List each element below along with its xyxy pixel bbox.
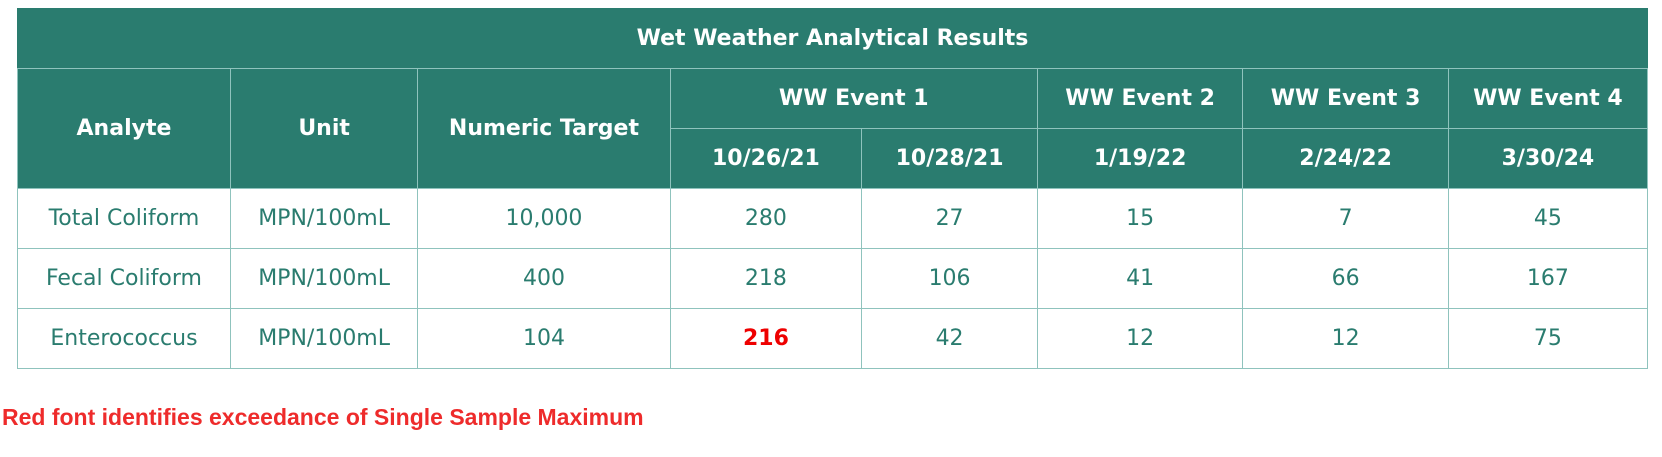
result-cell: 66 xyxy=(1242,248,1449,309)
results-table: Wet Weather Analytical Results Analyte U… xyxy=(17,8,1649,369)
exceedance-result-cell: 216 xyxy=(669,308,863,369)
target-cell: 400 xyxy=(417,248,671,309)
event-3-header: WW Event 3 xyxy=(1242,68,1449,129)
event-1-date-2: 10/28/21 xyxy=(861,128,1038,189)
table-row-total-coliform: Total Coliform MPN/100mL 10,000 280 27 1… xyxy=(17,188,1649,249)
result-cell: 167 xyxy=(1447,248,1649,309)
result-cell: 12 xyxy=(1242,308,1449,369)
result-cell: 27 xyxy=(861,188,1038,249)
table-row-fecal-coliform: Fecal Coliform MPN/100mL 400 218 106 41 … xyxy=(17,248,1649,309)
result-cell: 12 xyxy=(1036,308,1244,369)
event-2-header: WW Event 2 xyxy=(1036,68,1244,129)
result-cell: 7 xyxy=(1242,188,1449,249)
event-4-date: 3/30/24 xyxy=(1447,128,1649,189)
result-cell: 75 xyxy=(1447,308,1649,369)
exceedance-footnote: Red font identifies exceedance of Single… xyxy=(2,404,644,430)
title-row: Wet Weather Analytical Results xyxy=(17,8,1648,69)
table-title: Wet Weather Analytical Results xyxy=(17,8,1648,69)
target-cell: 10,000 xyxy=(417,188,671,249)
unit-header: Unit xyxy=(229,68,419,189)
result-cell: 106 xyxy=(861,248,1038,309)
numeric-target-header: Numeric Target xyxy=(417,68,671,189)
date-header-row: 10/26/21 10/28/21 1/19/22 2/24/22 3/30/2… xyxy=(18,128,1649,189)
result-cell: 15 xyxy=(1036,188,1244,249)
result-cell: 41 xyxy=(1036,248,1244,309)
result-cell: 218 xyxy=(669,248,863,309)
event-header-row: Analyte Unit Numeric Target WW Event 1 W… xyxy=(17,68,1649,189)
result-cell: 42 xyxy=(861,308,1038,369)
result-cell: 280 xyxy=(669,188,863,249)
analyte-cell: Fecal Coliform xyxy=(17,248,231,309)
target-cell: 104 xyxy=(417,308,671,369)
unit-cell: MPN/100mL xyxy=(229,308,419,369)
unit-cell: MPN/100mL xyxy=(229,248,419,309)
unit-cell: MPN/100mL xyxy=(229,188,419,249)
event-4-header: WW Event 4 xyxy=(1447,68,1649,129)
event-1-header: WW Event 1 xyxy=(669,68,1038,129)
result-cell: 45 xyxy=(1447,188,1649,249)
event-2-date: 1/19/22 xyxy=(1036,128,1244,189)
analyte-header: Analyte xyxy=(17,68,231,189)
event-1-date-1: 10/26/21 xyxy=(669,128,863,189)
analyte-cell: Enterococcus xyxy=(17,308,231,369)
analyte-cell: Total Coliform xyxy=(17,188,231,249)
event-3-date: 2/24/22 xyxy=(1242,128,1449,189)
table-row-enterococcus: Enterococcus MPN/100mL 104 216 42 12 12 … xyxy=(17,308,1649,369)
